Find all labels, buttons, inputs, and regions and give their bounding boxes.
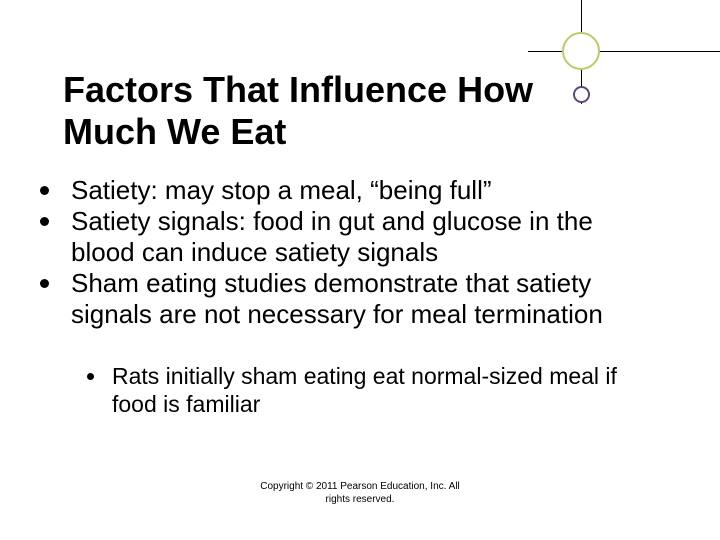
slide-title: Factors That Influence How Much We Eat — [63, 69, 603, 153]
bullet-text: Sham eating studies demonstrate that sat… — [71, 268, 660, 330]
bullet-list: Satiety: may stop a meal, “being full” S… — [40, 175, 660, 330]
sub-bullet-item: Rats initially sham eating eat normal-si… — [87, 362, 662, 418]
sub-bullet-list: Rats initially sham eating eat normal-si… — [87, 362, 662, 418]
bullet-dot-icon — [40, 279, 49, 288]
bullet-item: Satiety: may stop a meal, “being full” — [40, 175, 660, 206]
bullet-item: Satiety signals: food in gut and glucose… — [40, 206, 660, 268]
slide: Factors That Influence How Much We Eat S… — [0, 0, 720, 540]
decoration-horizontal-line — [528, 51, 720, 52]
bullet-dot-icon — [40, 217, 49, 226]
bullet-text: Satiety signals: food in gut and glucose… — [71, 206, 660, 268]
bullet-text: Satiety: may stop a meal, “being full” — [71, 175, 660, 206]
sub-bullet-text: Rats initially sham eating eat normal-si… — [112, 362, 662, 418]
bullet-dot-icon — [40, 186, 49, 195]
decoration-circle-large — [562, 32, 600, 70]
copyright-footer: Copyright © 2011 Pearson Education, Inc.… — [0, 480, 720, 506]
bullet-item: Sham eating studies demonstrate that sat… — [40, 268, 660, 330]
bullet-dot-icon — [87, 373, 94, 380]
